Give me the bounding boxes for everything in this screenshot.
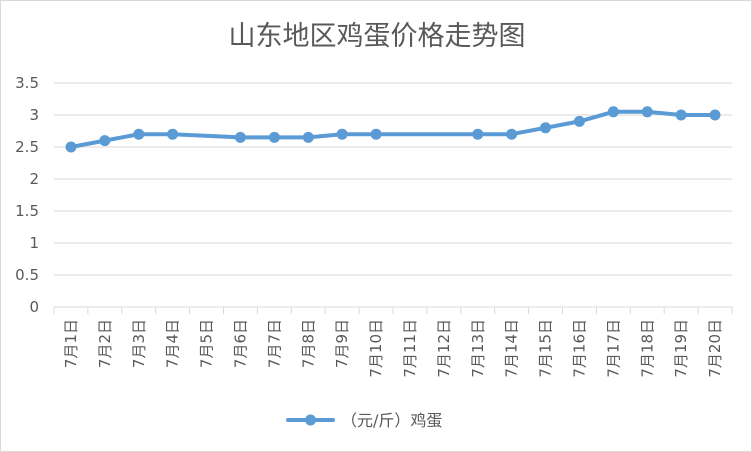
data-point bbox=[268, 131, 280, 143]
y-tick-label: 1 bbox=[29, 234, 39, 252]
x-tick-label: 7月3日 bbox=[130, 319, 148, 368]
x-axis bbox=[53, 306, 733, 314]
y-tick-label: 1.5 bbox=[15, 202, 39, 220]
y-tick-label: 2.5 bbox=[15, 138, 39, 156]
x-tick-label: 7月14日 bbox=[503, 319, 521, 378]
x-tick-label: 7月20日 bbox=[706, 319, 724, 378]
x-axis-tick-labels: 7月1日 7月2日 7月3日 7月4日 7月5日 7月6日 7月7日 7月8日 7月9日 7月10… bbox=[62, 319, 724, 378]
data-point bbox=[234, 131, 246, 143]
data-point bbox=[370, 128, 382, 140]
x-tick-label: 7月1日 bbox=[62, 319, 80, 368]
x-tick-label: 7月11日 bbox=[401, 319, 419, 378]
y-tick-label: 0.5 bbox=[15, 266, 39, 284]
legend-label: （元/斤）鸡蛋 bbox=[341, 411, 442, 430]
x-tick-label: 7月9日 bbox=[333, 319, 351, 368]
x-tick-label: 7月2日 bbox=[96, 319, 114, 368]
y-tick-label: 3 bbox=[29, 106, 39, 124]
x-tick-label: 7月10日 bbox=[367, 319, 385, 378]
series-layer bbox=[65, 106, 721, 153]
y-tick-label: 0 bbox=[29, 298, 39, 316]
y-tick-label: 3.5 bbox=[15, 74, 39, 92]
legend: （元/斤）鸡蛋 bbox=[286, 411, 442, 430]
series-line bbox=[69, 109, 717, 149]
data-point bbox=[302, 131, 314, 143]
y-tick-label: 2 bbox=[29, 170, 39, 188]
x-tick-label: 7月15日 bbox=[537, 319, 555, 378]
x-tick-label: 7月4日 bbox=[164, 319, 182, 368]
data-point bbox=[167, 128, 179, 140]
x-tick-label: 7月5日 bbox=[198, 319, 216, 368]
x-tick-label: 7月17日 bbox=[604, 319, 622, 378]
x-tick-label: 7月19日 bbox=[672, 319, 690, 378]
x-tick-label: 7月13日 bbox=[469, 319, 487, 378]
data-point bbox=[99, 135, 111, 147]
x-tick-label: 7月7日 bbox=[265, 319, 283, 368]
data-point bbox=[607, 106, 619, 118]
data-point bbox=[540, 122, 551, 134]
gridlines bbox=[54, 82, 732, 276]
x-tick-label: 7月6日 bbox=[231, 319, 249, 368]
data-point bbox=[472, 128, 484, 140]
legend-swatch-marker bbox=[305, 414, 316, 426]
chart-title: 山东地区鸡蛋价格走势图 bbox=[229, 21, 526, 52]
data-point bbox=[709, 109, 721, 121]
x-tick-label: 7月16日 bbox=[570, 319, 588, 378]
x-tick-label: 7月8日 bbox=[299, 319, 317, 368]
data-point bbox=[65, 141, 77, 153]
data-point bbox=[336, 128, 348, 140]
x-tick-label: 7月12日 bbox=[435, 319, 453, 378]
data-point bbox=[675, 109, 687, 121]
x-tick-label: 7月18日 bbox=[638, 319, 656, 378]
data-point bbox=[506, 128, 518, 140]
data-point bbox=[641, 106, 653, 118]
data-point bbox=[133, 128, 145, 140]
y-axis-tick-labels: 0 0.5 1 1.5 2 2.5 3 3.5 bbox=[15, 74, 39, 316]
data-point bbox=[573, 115, 585, 127]
